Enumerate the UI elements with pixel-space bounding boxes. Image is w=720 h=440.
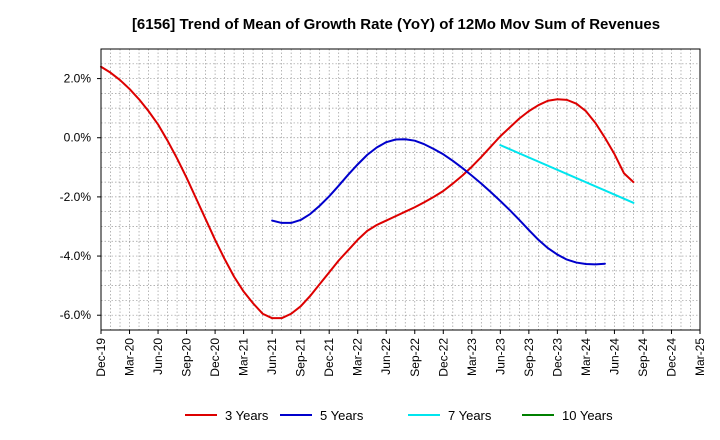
x-tick-label: Dec-22: [436, 338, 450, 377]
x-tick-label: Sep-23: [522, 338, 536, 377]
chart-title: [6156] Trend of Mean of Growth Rate (YoY…: [132, 16, 660, 33]
x-tick-label: Dec-24: [664, 338, 678, 377]
y-tick-label: -6.0%: [60, 308, 92, 322]
x-tick-label: Dec-23: [550, 338, 564, 377]
x-tick-label: Sep-22: [408, 338, 422, 377]
plot-area: [101, 49, 700, 330]
x-tick-label: Sep-20: [180, 338, 194, 377]
x-tick-label: Jun-21: [265, 338, 279, 375]
x-tick-label: Sep-21: [294, 338, 308, 377]
x-tick-label: Mar-25: [693, 338, 707, 376]
plot-frame: [100, 48, 701, 331]
x-tick-label: Mar-21: [237, 338, 251, 376]
legend-label-7-years: 7 Years: [448, 408, 492, 423]
x-tick-label: Mar-23: [465, 338, 479, 376]
y-tick-label: 2.0%: [64, 72, 92, 86]
x-tick-label: Jun-24: [607, 338, 621, 375]
legend-label-3-years: 3 Years: [225, 408, 269, 423]
x-tick-label: Mar-24: [579, 338, 593, 376]
x-tick-label: Dec-21: [322, 338, 336, 377]
x-tick-label: Jun-23: [493, 338, 507, 375]
x-tick-label: Dec-19: [94, 338, 108, 377]
series-line-7-years: [499, 144, 635, 204]
y-tick-label: -4.0%: [60, 249, 92, 263]
series-line-3-years: [100, 65, 635, 320]
x-tick-label: Dec-20: [208, 338, 222, 377]
x-tick-label: Jun-22: [379, 338, 393, 375]
legend-label-5-years: 5 Years: [320, 408, 364, 423]
x-tick-label: Jun-20: [151, 338, 165, 375]
y-tick-label: 0.0%: [64, 131, 92, 145]
legend-label-10-years: 10 Years: [562, 408, 613, 423]
x-tick-label: Mar-22: [351, 338, 365, 376]
series-line-5-years: [271, 138, 606, 266]
x-tick-label: Sep-24: [636, 338, 650, 377]
y-tick-label: -2.0%: [60, 190, 92, 204]
x-tick-label: Mar-20: [123, 338, 137, 376]
